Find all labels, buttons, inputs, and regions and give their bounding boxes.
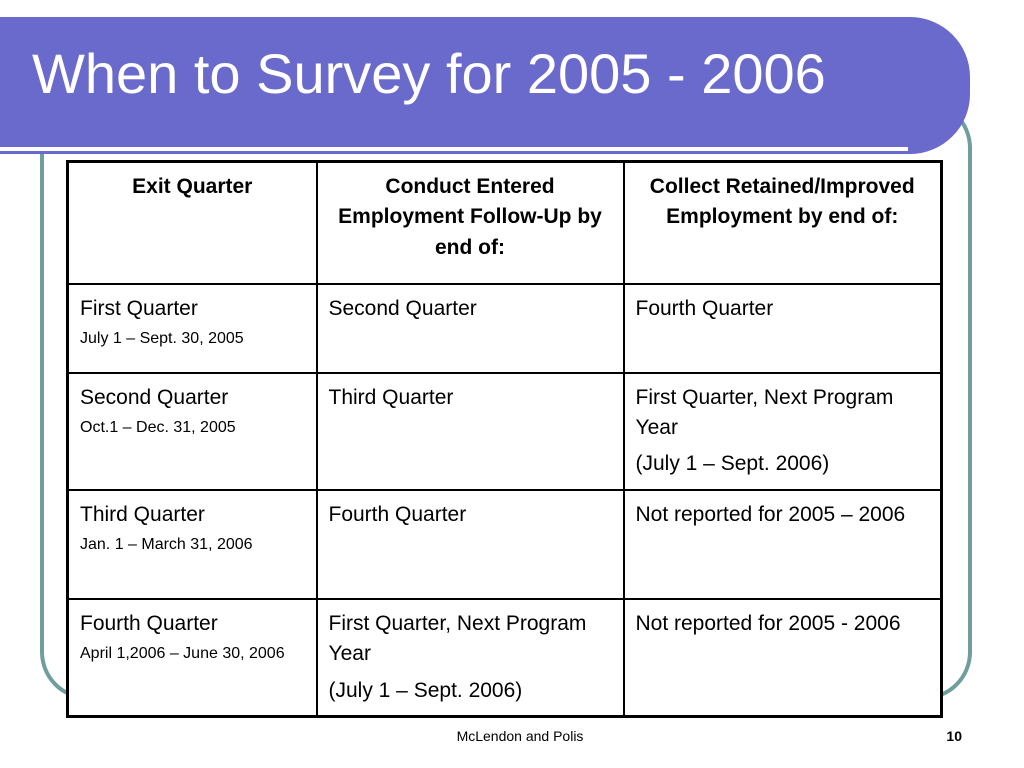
retained-employment-cell: Not reported for 2005 - 2006 bbox=[622, 597, 943, 718]
entered-employment-dates: (July 1 – Sept. 2006) bbox=[328, 678, 523, 702]
slide-title: When to Survey for 2005 - 2006 bbox=[32, 42, 826, 105]
header-retained-employment: Collect Retained/Improved Employment by … bbox=[622, 160, 943, 285]
entered-employment-value: Second Quarter bbox=[328, 296, 477, 320]
exit-quarter-cell: Fourth Quarter April 1,2006 – June 30, 2… bbox=[66, 597, 318, 718]
entered-employment-cell: Fourth Quarter bbox=[315, 488, 625, 600]
exit-quarter-dates: July 1 – Sept. 30, 2005 bbox=[80, 329, 244, 347]
title-underline bbox=[0, 147, 908, 151]
entered-employment-cell: Third Quarter bbox=[315, 371, 625, 491]
retained-employment-cell: Not reported for 2005 – 2006 bbox=[622, 488, 943, 600]
exit-quarter-cell: First Quarter July 1 – Sept. 30, 2005 bbox=[66, 282, 318, 374]
table-row: Fourth Quarter April 1,2006 – June 30, 2… bbox=[66, 597, 943, 718]
entered-employment-value: Fourth Quarter bbox=[328, 502, 467, 526]
retained-employment-value: Fourth Quarter bbox=[635, 296, 774, 320]
retained-employment-value: Not reported for 2005 - 2006 bbox=[635, 611, 901, 635]
entered-employment-cell: First Quarter, Next Program Year (July 1… bbox=[315, 597, 625, 718]
exit-quarter-label: Third Quarter bbox=[80, 502, 205, 526]
retained-employment-value: Not reported for 2005 – 2006 bbox=[635, 502, 906, 526]
entered-employment-value: First Quarter, Next Program Year bbox=[328, 611, 587, 666]
table-header-row: Exit Quarter Conduct Entered Employment … bbox=[66, 160, 943, 285]
exit-quarter-cell: Third Quarter Jan. 1 – March 31, 2006 bbox=[66, 488, 318, 600]
exit-quarter-dates: Oct.1 – Dec. 31, 2005 bbox=[80, 418, 236, 436]
entered-employment-cell: Second Quarter bbox=[315, 282, 625, 374]
exit-quarter-dates: April 1,2006 – June 30, 2006 bbox=[80, 645, 285, 663]
table-row: Second Quarter Oct.1 – Dec. 31, 2005 Thi… bbox=[66, 371, 943, 491]
exit-quarter-cell: Second Quarter Oct.1 – Dec. 31, 2005 bbox=[66, 371, 318, 491]
page-number: 10 bbox=[946, 728, 962, 744]
title-band bbox=[0, 17, 970, 154]
table-row: Third Quarter Jan. 1 – March 31, 2006 Fo… bbox=[66, 488, 943, 600]
retained-employment-dates: (July 1 – Sept. 2006) bbox=[635, 452, 830, 476]
exit-quarter-dates: Jan. 1 – March 31, 2006 bbox=[80, 536, 253, 554]
header-entered-employment: Conduct Entered Employment Follow-Up by … bbox=[315, 160, 625, 285]
entered-employment-value: Third Quarter bbox=[328, 385, 454, 409]
footer-author: McLendon and Polis bbox=[456, 728, 584, 744]
table-row: First Quarter July 1 – Sept. 30, 2005 Se… bbox=[66, 282, 943, 374]
exit-quarter-label: Fourth Quarter bbox=[80, 611, 218, 635]
header-exit-quarter: Exit Quarter bbox=[66, 160, 318, 285]
retained-employment-cell: Fourth Quarter bbox=[622, 282, 943, 374]
retained-employment-cell: First Quarter, Next Program Year (July 1… bbox=[622, 371, 943, 491]
retained-employment-value: First Quarter, Next Program Year bbox=[635, 385, 894, 439]
exit-quarter-label: Second Quarter bbox=[80, 385, 229, 409]
survey-schedule-table: Exit Quarter Conduct Entered Employment … bbox=[66, 160, 943, 719]
exit-quarter-label: First Quarter bbox=[80, 296, 198, 320]
